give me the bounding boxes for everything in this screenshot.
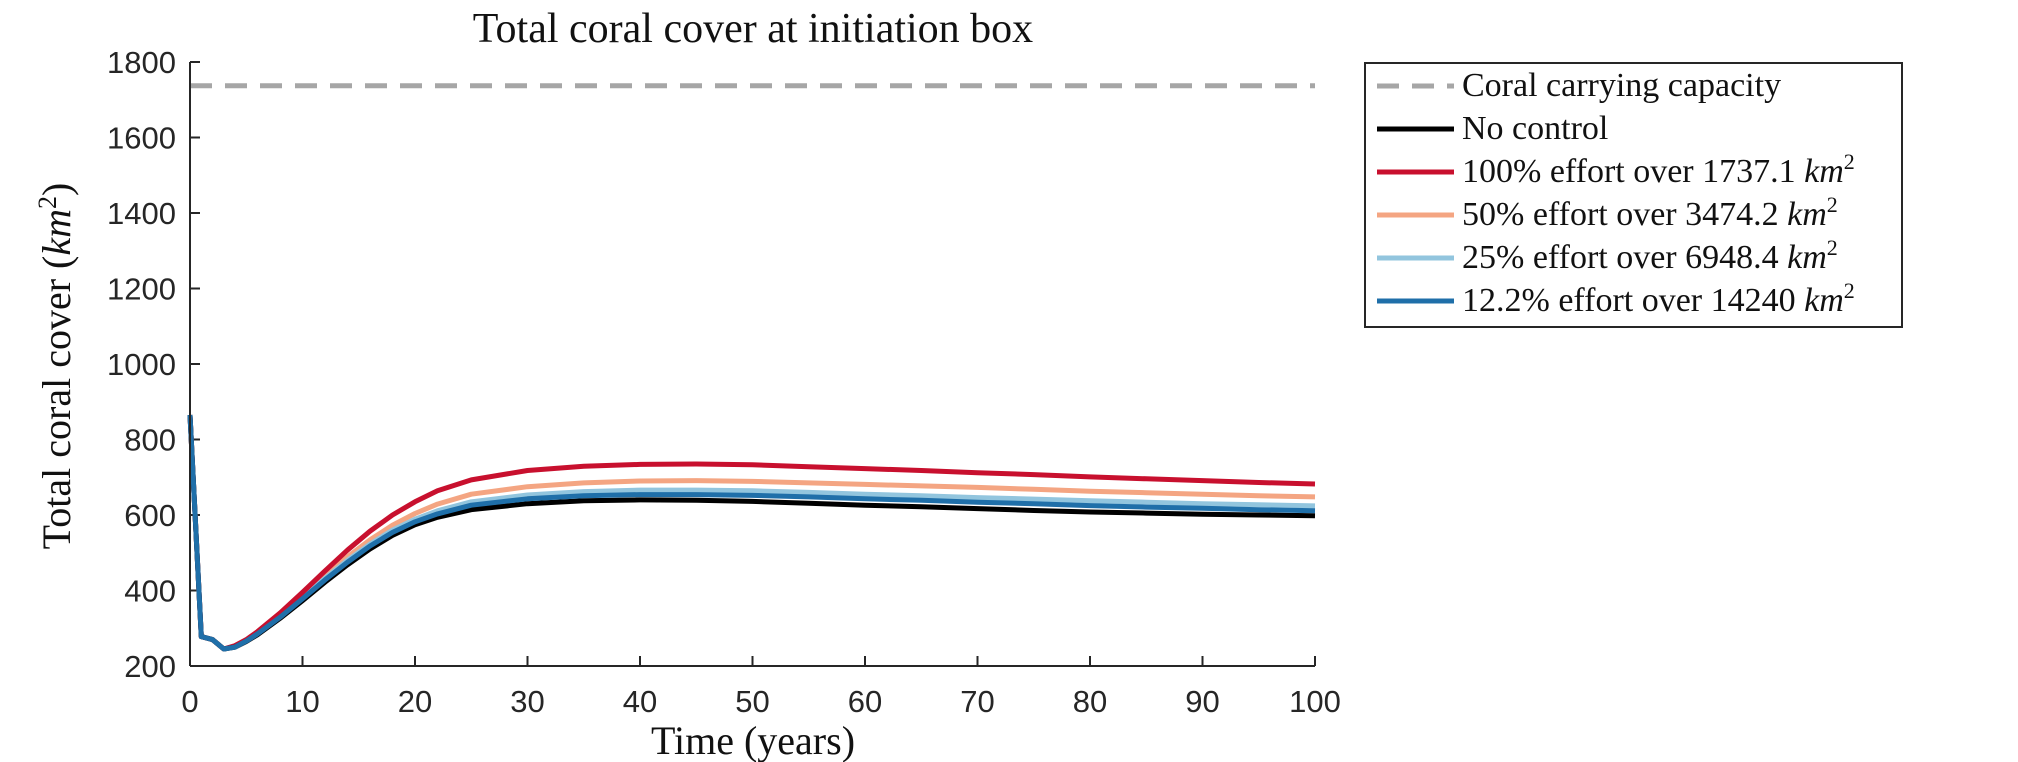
legend-label: Coral carrying capacity bbox=[1462, 67, 1781, 104]
y-axis-label: Total coral cover (km2) bbox=[33, 183, 79, 550]
y-tick-label: 200 bbox=[124, 649, 176, 684]
x-tick-label: 0 bbox=[181, 684, 198, 719]
x-axis-label: Time (years) bbox=[651, 718, 855, 762]
y-axis-ticks: 200 400 600 800 1000 1200 1400 1600 1800 bbox=[107, 45, 200, 684]
legend-label-unit: km bbox=[1804, 282, 1844, 319]
legend-label-unit: km bbox=[1787, 196, 1827, 233]
x-tick-label: 50 bbox=[735, 684, 769, 719]
x-tick-label: 90 bbox=[1185, 684, 1219, 719]
series-lines bbox=[187, 83, 1316, 652]
x-tick-label: 30 bbox=[510, 684, 544, 719]
legend-label-sup: 2 bbox=[1844, 149, 1855, 174]
legend-label: No control bbox=[1462, 110, 1608, 147]
legend-label: 12.2% effort over 14240 km2 bbox=[1462, 278, 1855, 319]
x-tick-label: 40 bbox=[623, 684, 657, 719]
plot-area: 200 400 600 800 1000 1200 1400 1600 1800 0 10 20 30… bbox=[107, 45, 1341, 719]
y-axis-label-sup: 2 bbox=[33, 196, 62, 209]
x-tick-label: 70 bbox=[960, 684, 994, 719]
legend-label-sup: 2 bbox=[1827, 235, 1838, 260]
legend-label-sup: 2 bbox=[1827, 192, 1838, 217]
legend-label-main: 50% effort over 3474.2 bbox=[1462, 196, 1787, 233]
legend-label: 50% effort over 3474.2 km2 bbox=[1462, 192, 1838, 233]
y-tick-label: 1600 bbox=[107, 121, 176, 156]
chart-title: Total coral cover at initiation box bbox=[473, 6, 1033, 52]
y-axis-label-close: ) bbox=[34, 183, 79, 196]
legend-label-main: 12.2% effort over 14240 bbox=[1462, 282, 1804, 319]
x-tick-label: 80 bbox=[1073, 684, 1107, 719]
y-tick-label: 1400 bbox=[107, 196, 176, 231]
y-tick-label: 600 bbox=[124, 498, 176, 533]
y-tick-label: 1200 bbox=[107, 272, 176, 307]
x-tick-label: 100 bbox=[1289, 684, 1341, 719]
x-tick-label: 60 bbox=[848, 684, 882, 719]
y-tick-label: 800 bbox=[124, 423, 176, 458]
legend-box bbox=[1364, 62, 1903, 328]
legend-label-unit: km bbox=[1804, 153, 1844, 190]
x-tick-label: 10 bbox=[285, 684, 319, 719]
x-axis-ticks: 0 10 20 30 40 50 60 70 80 90 100 bbox=[181, 656, 1341, 719]
y-axis-label-unit: km bbox=[34, 209, 79, 256]
legend-label-main: 100% effort over 1737.1 bbox=[1462, 153, 1804, 190]
legend-label: 25% effort over 6948.4 km2 bbox=[1462, 235, 1838, 276]
x-tick-label: 20 bbox=[398, 684, 432, 719]
legend-label-main: 25% effort over 6948.4 bbox=[1462, 239, 1787, 276]
legend-label-main: Coral carrying capacity bbox=[1462, 67, 1781, 104]
legend-label-sup: 2 bbox=[1844, 278, 1855, 303]
legend-label: 100% effort over 1737.1 km2 bbox=[1462, 149, 1855, 190]
legend-label-main: No control bbox=[1462, 110, 1608, 147]
y-axis-label-main: Total coral cover ( bbox=[34, 256, 79, 550]
legend-label-unit: km bbox=[1787, 239, 1827, 276]
y-tick-label: 1800 bbox=[107, 45, 176, 80]
series-line bbox=[187, 414, 1316, 652]
y-tick-label: 1000 bbox=[107, 347, 176, 382]
y-tick-label: 400 bbox=[124, 574, 176, 609]
